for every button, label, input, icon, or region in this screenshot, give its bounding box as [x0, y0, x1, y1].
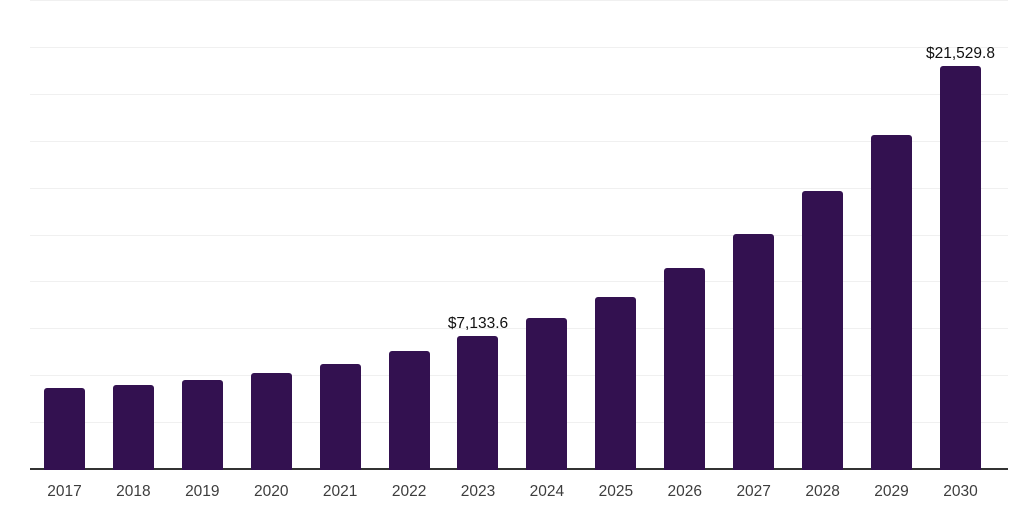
bar-slot: [512, 318, 581, 470]
bar-slot: $7,133.6: [444, 316, 513, 470]
bar-slot: $21,529.8: [926, 46, 995, 470]
x-tick-2018: 2018: [116, 483, 151, 500]
bar-slot: [375, 351, 444, 470]
bar-slot: [168, 380, 237, 470]
gridline: [30, 187, 1008, 189]
bar-slot: [581, 297, 650, 470]
bar-slot: [788, 191, 857, 470]
gridline: [30, 0, 1008, 1]
x-tick-2020: 2020: [253, 483, 289, 500]
x-tick-2025: 2025: [598, 483, 634, 500]
bar-2020: [250, 373, 292, 470]
x-tick-2030: 2030: [943, 483, 978, 500]
gridline: [30, 234, 1008, 236]
bar-2027: [733, 234, 775, 470]
x-tick-2024: 2024: [529, 483, 565, 500]
x-tick-2029: 2029: [874, 483, 909, 500]
x-tick-2019: 2019: [185, 483, 220, 500]
bar-slot: [719, 234, 788, 470]
gridline: [30, 46, 1008, 48]
bars: $7,133.6 $21,529.8: [30, 0, 995, 470]
bar-2022: [388, 351, 430, 470]
bar-2017: [43, 388, 85, 470]
x-tick-2027: 2027: [736, 483, 771, 500]
x-axis-line: [30, 468, 1008, 470]
x-tick-2017: 2017: [47, 483, 82, 500]
x-tick-2021: 2021: [322, 483, 358, 500]
x-tick-2022: 2022: [391, 483, 427, 500]
bar-slot: [650, 268, 719, 470]
gridline: [30, 422, 1008, 424]
bar-2030: [939, 66, 981, 470]
bar-slot: [237, 373, 306, 470]
x-tick-2028: 2028: [805, 483, 840, 500]
bar-2029: [871, 134, 913, 470]
bar-2028: [802, 191, 844, 470]
x-axis-labels: 2017 2018 2019 2020 2021 2022 2023 2024 2025 2026…: [30, 482, 995, 502]
bar-slot: [99, 385, 168, 470]
plot-area: [30, 0, 1008, 470]
bar-slot: [306, 364, 375, 470]
bar-2023: [457, 336, 499, 470]
gridline: [30, 140, 1008, 142]
bar-2019: [181, 380, 223, 470]
bar-2018: [112, 385, 154, 470]
bar-2025: [595, 297, 637, 470]
gridline: [30, 328, 1008, 330]
bar-2026: [664, 268, 706, 470]
gridline: [30, 375, 1008, 377]
data-label-2023: $7,133.6: [447, 314, 509, 332]
bar-2021: [319, 364, 361, 470]
x-tick-2023: 2023: [460, 483, 496, 500]
data-label-2030: $21,529.8: [925, 44, 995, 62]
bar-2024: [526, 318, 568, 470]
bar-slot: [30, 388, 99, 470]
x-tick-2026: 2026: [667, 483, 702, 500]
bar-slot: [857, 134, 926, 470]
gridline: [30, 281, 1008, 283]
gridline: [30, 93, 1008, 95]
